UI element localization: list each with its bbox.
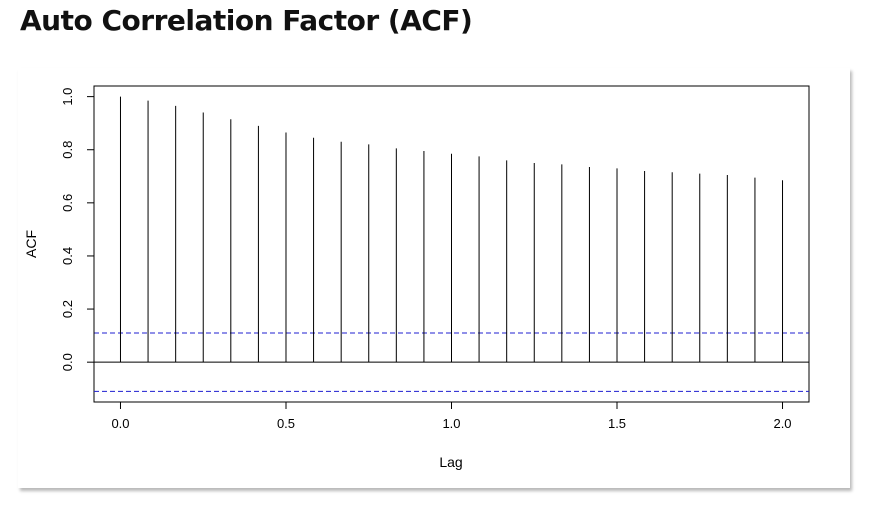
y-tick-label: 0.2	[60, 300, 75, 318]
x-tick-label: 2.0	[773, 416, 791, 431]
y-tick-label: 0.4	[60, 247, 75, 265]
x-axis: 0.0 0.5 1.0 1.5 2.0	[111, 401, 792, 431]
chart-card: 0.0 0.5 1.0 1.5 2.0 0.0 0.2 0.4 0.6 0.8 1.0 Lag A…	[18, 68, 850, 488]
page-title: Auto Correlation Factor (ACF)	[20, 4, 473, 37]
y-tick-label: 0.8	[60, 141, 75, 159]
acf-bars	[119, 96, 784, 363]
y-axis-label: ACF	[23, 230, 39, 258]
x-tick-label: 0.0	[111, 416, 129, 431]
x-tick-label: 1.5	[608, 416, 626, 431]
y-axis: 0.0 0.2 0.4 0.6 0.8 1.0	[60, 88, 95, 371]
y-tick-label: 0.6	[60, 194, 75, 212]
x-tick-label: 1.0	[442, 416, 460, 431]
y-tick-label: 0.0	[60, 353, 75, 371]
y-tick-label: 1.0	[60, 88, 75, 106]
x-tick-label: 0.5	[277, 416, 295, 431]
x-axis-label: Lag	[439, 454, 462, 470]
acf-chart: 0.0 0.5 1.0 1.5 2.0 0.0 0.2 0.4 0.6 0.8 1.0 Lag A…	[23, 85, 810, 470]
